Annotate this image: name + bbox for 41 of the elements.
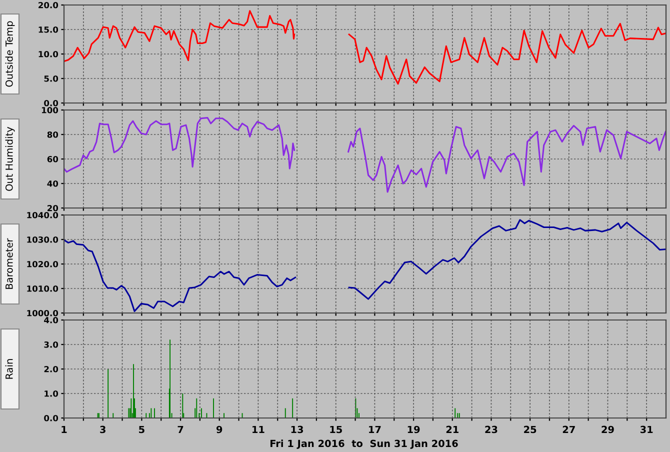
- x-tick-label: 27: [562, 426, 575, 434]
- x-tick-label: 17: [369, 426, 381, 434]
- y-tick-label: 1040.0: [27, 212, 58, 218]
- x-tick-label: 29: [602, 426, 614, 434]
- x-tick-label: 9: [216, 426, 222, 434]
- y-axis-title: Barometer: [6, 238, 13, 289]
- y-tick-label: 40: [47, 180, 58, 187]
- y-axis-title: Outside Temp: [5, 21, 15, 87]
- y-tick-label: 20: [48, 204, 58, 212]
- x-tick-label: 19: [408, 426, 420, 434]
- x-tick-label: 11: [252, 426, 264, 434]
- y-tick-label: 0.0: [44, 100, 58, 106]
- x-tick-label: 5: [139, 426, 144, 434]
- x-axis-title: Fri 1 Jan 2016 to Sun 31 Jan 2016: [270, 440, 458, 449]
- x-tick-label: 15: [330, 426, 342, 434]
- y-axis-title: Rain: [5, 359, 13, 379]
- x-tick-label: 31: [640, 426, 653, 434]
- y-tick-label: 4.0: [44, 316, 58, 324]
- y-tick-label: 15.0: [38, 26, 58, 33]
- x-tick-label: 13: [291, 426, 304, 434]
- y-tick-label: 3.0: [44, 341, 58, 348]
- y-tick-label: 1000.0: [27, 310, 58, 316]
- x-tick-label: 23: [485, 426, 498, 434]
- y-axis-title: Out Humidity: [5, 126, 15, 191]
- y-tick-label: 1.0: [44, 390, 58, 397]
- y-tick-label: 60: [47, 156, 58, 162]
- x-tick-label: 25: [524, 426, 536, 434]
- y-tick-label: 1010.0: [27, 285, 58, 292]
- x-tick-label: 1: [62, 426, 67, 434]
- x-tick-label: 21: [446, 426, 458, 434]
- y-tick-label: 5.0: [44, 75, 58, 82]
- y-tick-label: 10.0: [38, 50, 58, 58]
- x-tick-label: 7: [178, 426, 184, 434]
- y-tick-label: 1020.0: [27, 260, 58, 268]
- y-tick-label: 0.0: [44, 414, 58, 422]
- x-tick-label: 3: [100, 426, 106, 434]
- y-tick-label: 100: [42, 106, 58, 114]
- y-tick-label: 20.0: [38, 2, 58, 8]
- y-tick-label: 80: [47, 131, 58, 138]
- y-tick-label: 1030.0: [27, 236, 58, 243]
- y-tick-label: 2.0: [44, 366, 58, 372]
